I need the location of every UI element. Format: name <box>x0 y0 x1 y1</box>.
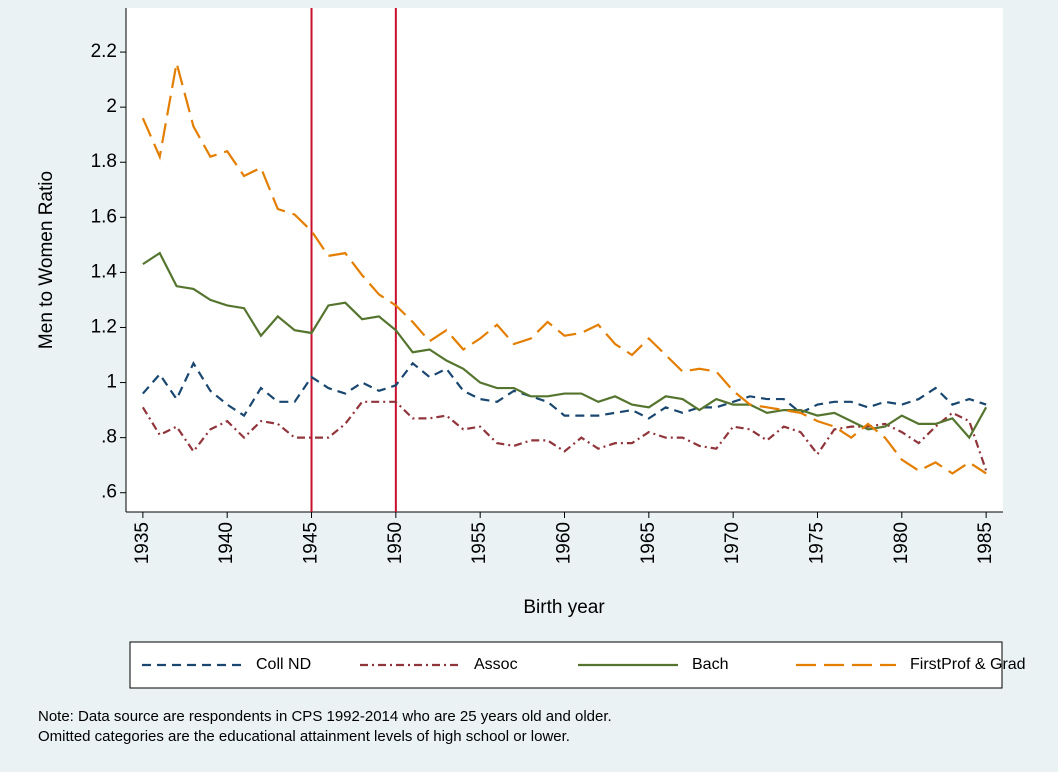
series-line <box>141 62 987 475</box>
x-tick-label: 1945 <box>301 522 322 564</box>
y-tick-label: 2.2 <box>91 41 117 62</box>
plot-area <box>126 8 1003 512</box>
x-tick-label: 1955 <box>469 522 490 564</box>
y-tick-label: 1.4 <box>91 261 118 282</box>
series-line <box>142 360 987 420</box>
note-line: Omitted categories are the educational a… <box>38 728 570 745</box>
y-tick-label: 1.6 <box>91 206 117 227</box>
x-tick-label: 1940 <box>216 522 237 564</box>
y-tick-label: 2 <box>106 96 117 117</box>
x-axis-title: Birth year <box>523 597 605 618</box>
legend-label: FirstProf & Grad <box>910 656 1026 673</box>
legend-label: Bach <box>692 656 728 673</box>
note-line: Note: Data source are respondents in CPS… <box>38 708 612 725</box>
y-tick-label: 1.2 <box>91 316 117 337</box>
y-axis-title: Men to Women Ratio <box>36 171 57 349</box>
x-tick-label: 1960 <box>554 522 575 564</box>
legend-label: Assoc <box>474 656 518 673</box>
y-tick-label: 1.8 <box>91 151 117 172</box>
x-tick-label: 1950 <box>385 522 406 564</box>
series-line <box>142 251 988 440</box>
x-tick-label: 1975 <box>806 522 827 564</box>
x-tick-label: 1985 <box>975 522 996 564</box>
legend-label: Coll ND <box>256 656 311 673</box>
x-tick-label: 1970 <box>722 522 743 564</box>
x-tick-label: 1980 <box>891 522 912 564</box>
y-tick-label: .8 <box>101 427 117 448</box>
series-line <box>141 400 988 472</box>
x-tick-label: 1965 <box>638 522 659 564</box>
y-tick-label: .6 <box>101 482 117 503</box>
y-tick-label: 1 <box>106 372 117 393</box>
x-tick-label: 1935 <box>132 522 153 564</box>
